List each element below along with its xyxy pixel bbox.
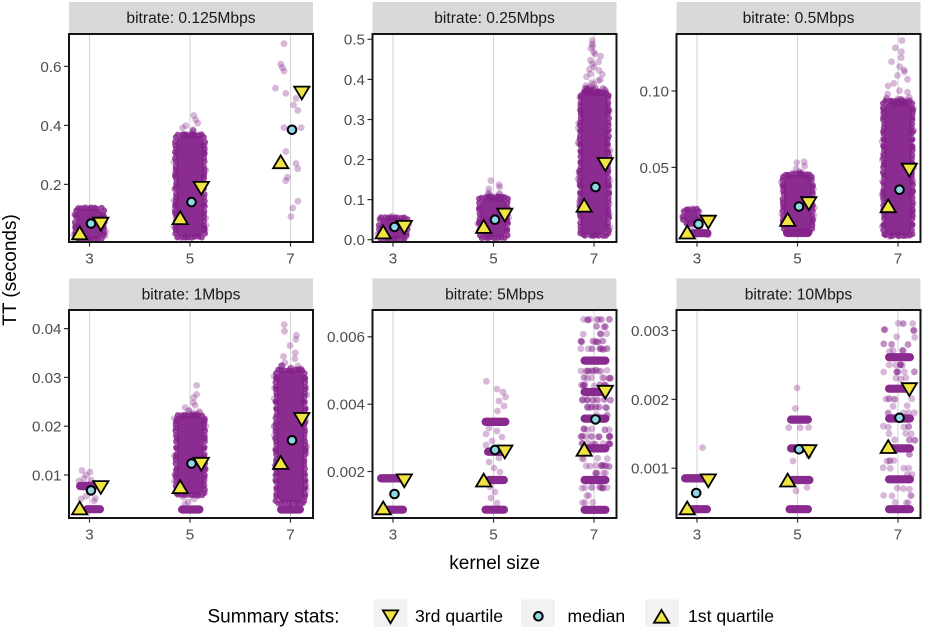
- svg-text:bitrate: 0.25Mbps: bitrate: 0.25Mbps: [434, 10, 555, 27]
- svg-text:7: 7: [286, 251, 294, 268]
- svg-text:kernel size: kernel size: [449, 553, 540, 574]
- svg-text:0.02: 0.02: [32, 419, 62, 436]
- svg-text:0.1: 0.1: [344, 192, 365, 209]
- svg-text:0.01: 0.01: [32, 467, 62, 484]
- svg-text:0.002: 0.002: [631, 392, 669, 409]
- svg-text:0.3: 0.3: [344, 112, 365, 129]
- svg-text:0.004: 0.004: [327, 397, 365, 414]
- svg-text:3: 3: [693, 527, 701, 544]
- svg-text:3: 3: [389, 251, 397, 268]
- svg-text:0.002: 0.002: [327, 464, 365, 481]
- svg-text:0.006: 0.006: [327, 329, 365, 346]
- svg-text:5: 5: [186, 527, 194, 544]
- svg-text:5: 5: [489, 251, 497, 268]
- svg-text:bitrate: 0.5Mbps: bitrate: 0.5Mbps: [743, 10, 855, 27]
- svg-text:bitrate: 5Mbps: bitrate: 5Mbps: [445, 287, 544, 304]
- svg-text:bitrate: 10Mbps: bitrate: 10Mbps: [745, 287, 853, 304]
- svg-text:bitrate: 0.125Mbps: bitrate: 0.125Mbps: [126, 10, 255, 27]
- svg-text:1st quartile: 1st quartile: [688, 606, 774, 626]
- svg-text:5: 5: [489, 527, 497, 544]
- svg-text:bitrate: 1Mbps: bitrate: 1Mbps: [142, 287, 241, 304]
- svg-text:7: 7: [590, 527, 598, 544]
- svg-text:3: 3: [85, 527, 93, 544]
- svg-text:3: 3: [693, 251, 701, 268]
- svg-text:3: 3: [389, 527, 397, 544]
- svg-text:0.5: 0.5: [344, 32, 365, 49]
- svg-text:0.001: 0.001: [631, 461, 669, 478]
- svg-text:0.6: 0.6: [40, 59, 61, 76]
- svg-text:3rd quartile: 3rd quartile: [415, 606, 503, 626]
- svg-text:7: 7: [894, 527, 902, 544]
- svg-text:0.4: 0.4: [344, 72, 365, 89]
- svg-text:7: 7: [894, 251, 902, 268]
- svg-text:0.003: 0.003: [631, 323, 669, 340]
- svg-text:0.05: 0.05: [639, 160, 669, 177]
- svg-text:TT (seconds): TT (seconds): [0, 214, 21, 326]
- svg-text:5: 5: [793, 251, 801, 268]
- svg-text:7: 7: [590, 251, 598, 268]
- svg-text:0.4: 0.4: [40, 118, 61, 135]
- svg-text:0.2: 0.2: [344, 152, 365, 169]
- svg-text:5: 5: [186, 251, 194, 268]
- svg-text:7: 7: [286, 527, 294, 544]
- svg-text:5: 5: [793, 527, 801, 544]
- svg-text:0.2: 0.2: [40, 177, 61, 194]
- svg-text:0.10: 0.10: [639, 83, 669, 100]
- svg-text:median: median: [568, 606, 626, 626]
- svg-text:0.03: 0.03: [32, 370, 62, 387]
- svg-text:0.04: 0.04: [32, 321, 62, 338]
- svg-text:0.0: 0.0: [344, 232, 365, 249]
- svg-text:Summary stats:: Summary stats:: [208, 607, 340, 627]
- svg-text:3: 3: [85, 251, 93, 268]
